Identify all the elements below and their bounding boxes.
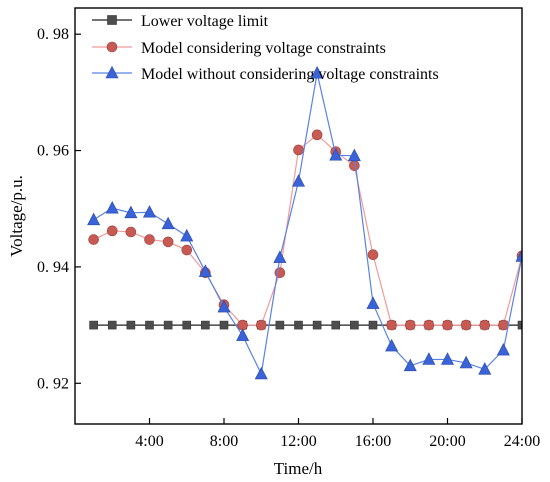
data-point-triangle — [124, 205, 138, 219]
data-point-triangle — [180, 228, 194, 242]
data-point-square — [182, 320, 192, 330]
data-point-circle — [181, 244, 193, 256]
x-axis-title: Time/h — [274, 459, 323, 478]
x-tick-label: 8:00 — [210, 433, 238, 450]
data-point-triangle — [403, 358, 417, 372]
data-point-triangle — [441, 352, 454, 365]
data-point-circle — [404, 319, 416, 331]
data-point-triangle — [347, 148, 361, 162]
data-point-square — [163, 320, 173, 330]
data-point-square — [312, 320, 322, 330]
x-tick-label: 20:00 — [429, 433, 465, 450]
legend-marker-triangle-icon — [105, 65, 119, 79]
data-point-square — [126, 320, 136, 330]
legend-label-considering-constraints: Model considering voltage constraints — [141, 40, 386, 57]
data-point-square — [201, 320, 210, 330]
x-tick-label: 16:00 — [355, 433, 391, 450]
legend-label-without-constraints: Model without considering voltage constr… — [141, 66, 439, 83]
data-point-triangle — [217, 299, 231, 313]
x-tick-label: 4:00 — [135, 433, 163, 450]
series-line — [93, 73, 522, 376]
data-point-square — [331, 320, 341, 330]
x-tick-label: 24:00 — [504, 433, 540, 450]
data-point-circle — [125, 226, 137, 238]
data-point-triangle — [87, 212, 101, 226]
y-axis: 0. 92 0. 94 0. 96 0. 98 — [37, 26, 81, 392]
series-line — [93, 134, 522, 326]
legend-entry-considering-constraints: Model considering voltage constraints — [92, 40, 386, 57]
data-point-triangle — [161, 216, 175, 230]
y-tick-label: 0. 98 — [37, 26, 69, 43]
data-point-square — [294, 320, 303, 330]
data-point-triangle — [385, 338, 399, 352]
x-axis: 4:00 8:00 12:00 16:00 20:00 24:00 — [135, 418, 540, 450]
data-point-triangle — [254, 366, 268, 380]
data-point-circle — [479, 319, 491, 331]
data-point-circle — [106, 225, 118, 237]
data-point-triangle — [515, 249, 522, 262]
data-point-triangle — [366, 296, 380, 309]
series-model-considering-voltage-constraints — [88, 129, 522, 331]
y-tick-label: 0. 94 — [37, 259, 69, 276]
data-point-square — [89, 320, 98, 330]
data-point-circle — [162, 236, 174, 248]
data-point-circle — [88, 234, 99, 245]
data-point-circle — [460, 319, 472, 331]
data-point-circle — [442, 319, 453, 331]
data-point-circle — [144, 234, 155, 245]
data-point-square — [107, 320, 117, 330]
data-point-square — [275, 320, 285, 330]
legend-label-lower-voltage-limit: Lower voltage limit — [141, 13, 269, 30]
data-point-triangle — [273, 250, 287, 263]
y-axis-title: Voltage/p.u. — [7, 175, 26, 257]
data-point-triangle — [236, 328, 250, 341]
data-point-circle — [386, 319, 397, 331]
legend: Lower voltage limit Model considering vo… — [92, 13, 439, 83]
data-point-circle — [349, 160, 360, 171]
data-point-triangle — [422, 352, 436, 365]
data-point-triangle — [329, 148, 343, 161]
data-point-triangle — [105, 200, 119, 214]
y-tick-label: 0. 92 — [37, 375, 69, 392]
data-point-circle — [423, 319, 435, 331]
legend-marker-square-icon — [107, 15, 117, 25]
data-point-triangle — [310, 66, 324, 79]
data-point-square — [368, 320, 378, 330]
legend-entry-without-constraints: Model without considering voltage constr… — [92, 65, 439, 83]
data-point-triangle — [143, 205, 156, 218]
x-tick-label: 12:00 — [280, 433, 316, 450]
data-point-triangle — [292, 174, 305, 187]
series-model-without-considering-voltage-constraints — [87, 66, 522, 380]
data-point-triangle — [459, 355, 473, 369]
series-layer — [87, 66, 522, 380]
data-point-square — [350, 320, 359, 330]
data-point-circle — [367, 249, 379, 260]
data-point-circle — [498, 319, 509, 331]
data-point-circle — [311, 129, 323, 141]
legend-entry-lower-voltage-limit: Lower voltage limit — [92, 13, 269, 30]
legend-marker-circle-icon — [106, 41, 118, 53]
data-point-circle — [293, 144, 304, 156]
data-point-square — [145, 320, 154, 330]
data-point-triangle — [198, 264, 212, 277]
y-tick-label: 0. 96 — [37, 143, 69, 160]
data-point-triangle — [478, 362, 492, 375]
data-point-square — [219, 320, 229, 330]
data-point-square — [517, 320, 522, 330]
data-point-triangle — [496, 342, 510, 356]
data-point-circle — [255, 319, 267, 331]
